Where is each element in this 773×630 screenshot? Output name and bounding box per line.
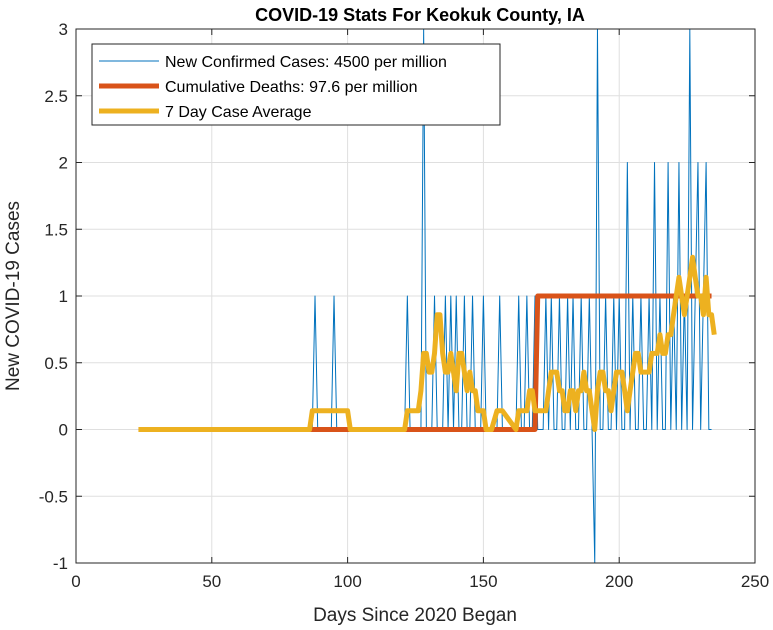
- legend-label-new-cases: New Confirmed Cases: 4500 per million: [165, 54, 447, 71]
- y-tick-label: 1.5: [44, 220, 68, 239]
- y-tick-label: 3: [59, 20, 68, 39]
- x-tick-label: 50: [202, 572, 221, 591]
- y-tick-label: 1: [59, 287, 68, 306]
- legend-box: [91, 43, 501, 126]
- series-7-day-average: [138, 254, 717, 432]
- series-layer: [138, 29, 717, 563]
- x-tick-label: 250: [741, 572, 769, 591]
- legend-label-7-day-average: 7 Day Case Average: [165, 104, 312, 121]
- chart-title: COVID-19 Stats For Keokuk County, IA: [255, 5, 585, 25]
- y-tick-label: 0: [59, 421, 68, 440]
- x-tick-label: 150: [469, 572, 497, 591]
- y-tick-label: -0.5: [39, 487, 68, 506]
- legend-label-cumulative-deaths: Cumulative Deaths: 97.6 per million: [165, 79, 418, 96]
- legend: New Confirmed Cases: 4500 per million Cu…: [91, 43, 501, 126]
- y-axis-label: New COVID-19 Cases: [3, 201, 24, 391]
- y-tick-label: 0.5: [44, 354, 68, 373]
- y-tick-label: 2: [59, 154, 68, 173]
- y-tick-label: -1: [53, 554, 68, 573]
- x-tick-label: 100: [333, 572, 361, 591]
- axis-ticks: 0 50 100 150 200 250 -1 -0.5 0 0.5 1 1.5 2 2.5 3: [39, 20, 769, 591]
- x-axis-label: Days Since 2020 Began: [313, 605, 517, 626]
- series-new-confirmed-cases: [138, 29, 712, 563]
- x-tick-label: 200: [605, 572, 633, 591]
- x-tick-label: 0: [71, 572, 80, 591]
- y-tick-label: 2.5: [44, 87, 68, 106]
